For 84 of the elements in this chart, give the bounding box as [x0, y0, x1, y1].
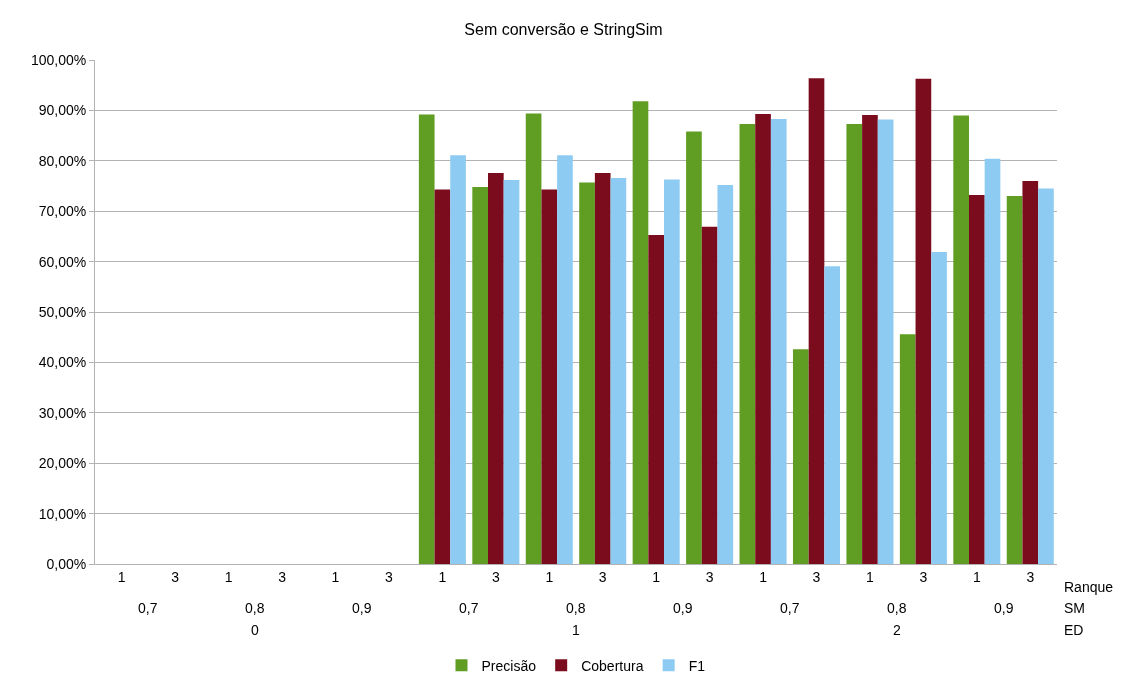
bar: [1006, 196, 1023, 564]
bar: [1038, 188, 1054, 564]
y-tick-label: 30,00%: [38, 404, 87, 421]
bar: [808, 78, 825, 564]
bar: [487, 172, 504, 564]
x-tick-label: 1: [545, 568, 554, 585]
text: SM: [1064, 600, 1085, 616]
chart-title: Sem conversão e StringSim: [464, 21, 663, 39]
text: 0,9: [673, 600, 693, 616]
y-tick-label: 70,00%: [38, 203, 87, 220]
y-tick-label: 20,00%: [38, 455, 87, 472]
x-tick-label: 3: [385, 568, 394, 585]
y-tick-label: 100,00%: [30, 51, 87, 68]
x-tick-label: 3: [598, 568, 607, 585]
bar: [648, 234, 665, 564]
bar: [953, 115, 969, 564]
bar: [434, 189, 451, 564]
y-tick-label: 60,00%: [38, 253, 87, 270]
legend-label: F1: [688, 657, 706, 674]
bar: [717, 184, 734, 564]
y-tick-label: 80,00%: [38, 152, 87, 169]
x-tick-label: 1: [438, 568, 447, 585]
bar: [701, 226, 718, 564]
x-tick-label: 1: [331, 568, 340, 585]
bar: [984, 158, 1001, 564]
x-tick-label: 3: [1026, 568, 1035, 585]
bar: [846, 124, 863, 564]
text: 0,8: [566, 600, 586, 616]
y-tick-label: 90,00%: [38, 102, 87, 119]
text: 0,8: [887, 600, 907, 616]
text: 0: [251, 622, 259, 638]
text: Ranque: [1064, 579, 1114, 595]
y-tick-label: 0,00%: [46, 555, 87, 572]
x-tick-label: 3: [705, 568, 714, 585]
text: 1: [572, 622, 580, 638]
bar: [579, 182, 595, 564]
bar: [792, 349, 809, 564]
text: 0,8: [245, 600, 265, 616]
y-tick-label: 40,00%: [38, 354, 87, 371]
bar: [541, 189, 558, 564]
bar: [755, 113, 771, 564]
bar: [664, 179, 680, 564]
bar: [824, 266, 841, 564]
x-tick-label: 1: [866, 568, 875, 585]
y-tick-label: 10,00%: [38, 505, 87, 522]
x-tick-label: 3: [171, 568, 180, 585]
x-tick-label: 3: [278, 568, 287, 585]
bar: [594, 172, 611, 564]
text: 0,7: [138, 600, 158, 616]
x-tick-label: 1: [972, 568, 981, 585]
x-tick-label: 3: [491, 568, 500, 585]
x-tick-label: 1: [759, 568, 768, 585]
bar: [450, 155, 466, 564]
bar: [503, 179, 520, 564]
bar: [931, 252, 947, 564]
bar: [1022, 180, 1039, 564]
x-tick-label: 3: [919, 568, 928, 585]
text: 0,9: [352, 600, 372, 616]
text: ED: [1064, 622, 1084, 638]
text: 2: [893, 622, 901, 638]
bar: [862, 114, 878, 564]
text: 0,7: [780, 600, 800, 616]
y-tick-label: 50,00%: [38, 303, 87, 320]
x-tick-label: 3: [812, 568, 821, 585]
bar: [418, 114, 435, 564]
legend-label: Precisão: [481, 657, 537, 674]
text: 0,7: [459, 600, 479, 616]
bar: [739, 124, 756, 564]
x-tick-label: 1: [652, 568, 661, 585]
text: 0,9: [994, 600, 1014, 616]
x-tick-label: 1: [117, 568, 126, 585]
bar: [557, 155, 573, 564]
bar: [770, 118, 787, 564]
bar: [525, 113, 542, 564]
bar: [915, 78, 932, 564]
x-tick-label: 1: [224, 568, 233, 585]
bar: [472, 187, 488, 564]
bar: [610, 177, 627, 564]
bar: [899, 334, 916, 564]
bar: [968, 195, 985, 564]
bar: [877, 119, 894, 564]
bar: [632, 101, 649, 564]
legend-label: Cobertura: [581, 657, 644, 674]
bar: [686, 131, 702, 564]
